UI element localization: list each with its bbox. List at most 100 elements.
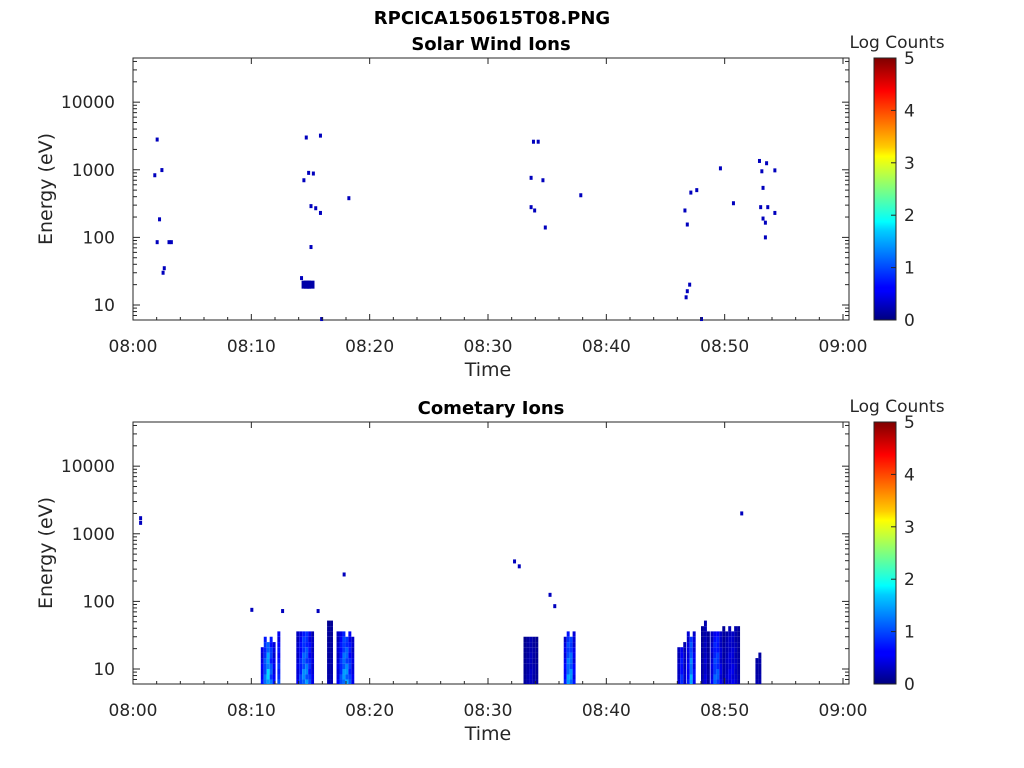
burst-cell xyxy=(692,631,696,637)
burst-cell xyxy=(725,679,729,684)
data-point xyxy=(311,171,315,176)
burst-cell xyxy=(272,652,276,659)
burst-cell xyxy=(339,663,343,670)
burst-cell xyxy=(342,636,346,643)
burst-cell xyxy=(706,652,710,659)
burst-cell xyxy=(339,674,343,680)
burst-cell xyxy=(728,647,732,653)
burst-cell xyxy=(260,679,264,684)
burst-cell xyxy=(535,669,539,675)
burst-cell xyxy=(299,658,303,664)
burst-cell xyxy=(728,658,732,664)
burst-cell xyxy=(692,642,696,648)
colorbar-tick-label: 0 xyxy=(904,675,915,695)
burst-cell xyxy=(302,652,306,659)
burst-cell xyxy=(758,674,762,680)
burst-cell xyxy=(345,647,349,653)
burst-cell xyxy=(569,663,573,670)
burst-cell xyxy=(686,658,690,664)
burst-cell xyxy=(348,636,352,643)
burst-cell xyxy=(351,663,355,670)
data-point xyxy=(773,210,777,215)
burst-cell xyxy=(572,636,576,643)
burst-cell xyxy=(339,652,343,659)
burst-cell xyxy=(563,669,567,675)
burst-cell xyxy=(277,647,281,653)
colorbar: Log Counts 0 1 2 3 4 5 xyxy=(849,397,944,695)
data-point xyxy=(553,604,557,609)
burst-cell xyxy=(734,626,738,632)
burst-cell xyxy=(272,642,276,648)
data-point xyxy=(760,169,764,174)
x-tick-label: 08:40 xyxy=(582,701,631,721)
burst-cell xyxy=(683,642,687,648)
burst-cell xyxy=(311,647,315,653)
burst-cell xyxy=(263,669,267,675)
burst-cell xyxy=(342,669,346,675)
burst-cell xyxy=(572,663,576,670)
data-point xyxy=(517,564,521,569)
burst-cell xyxy=(260,658,264,664)
burst-cell xyxy=(308,631,312,637)
burst-cell xyxy=(305,652,309,659)
burst-cell xyxy=(710,663,714,670)
burst-cell xyxy=(758,679,762,684)
data-point xyxy=(155,137,159,142)
burst-cell xyxy=(566,642,570,648)
burst-cell xyxy=(330,626,333,632)
burst-cell xyxy=(308,674,312,680)
burst-cell xyxy=(272,669,276,675)
burst-cell xyxy=(263,674,267,680)
data-point xyxy=(757,158,761,163)
burst-cell xyxy=(269,679,273,684)
burst-cell xyxy=(686,631,690,637)
burst-cell xyxy=(731,636,735,643)
burst-cell xyxy=(299,669,303,675)
burst-4 xyxy=(336,631,355,684)
data-point xyxy=(158,217,162,222)
burst-cell xyxy=(701,679,704,684)
burst-cell xyxy=(311,652,315,659)
burst-cell xyxy=(296,679,300,684)
burst-cell xyxy=(722,669,726,675)
burst-cell xyxy=(311,679,315,684)
burst-cell xyxy=(728,636,732,643)
burst-cell xyxy=(563,636,567,643)
burst-cell xyxy=(731,669,735,675)
burst-cell xyxy=(263,658,267,664)
burst-cell xyxy=(526,636,530,643)
burst-cell xyxy=(680,663,684,670)
burst-cell xyxy=(689,674,693,680)
burst-cell xyxy=(336,669,340,675)
burst-cell xyxy=(532,652,536,659)
burst-cell xyxy=(523,658,527,664)
burst-cell xyxy=(737,669,741,675)
burst-cell xyxy=(526,647,530,653)
burst-cell xyxy=(535,647,539,653)
data-point xyxy=(763,220,767,225)
burst-cell xyxy=(703,626,707,632)
burst-cell xyxy=(572,647,576,653)
burst-cell xyxy=(689,647,693,653)
data-point xyxy=(309,245,313,250)
burst-cell xyxy=(758,663,762,670)
burst-cell xyxy=(569,679,573,684)
colorbar: Log Counts 0 1 2 3 4 5 xyxy=(849,33,944,331)
burst-cell xyxy=(263,642,267,648)
burst-cell xyxy=(731,663,735,670)
burst-cell xyxy=(701,669,704,675)
burst-cell xyxy=(725,663,729,670)
burst-cell xyxy=(339,679,343,684)
data-point xyxy=(316,609,320,614)
burst-cell xyxy=(342,679,346,684)
burst-cell xyxy=(299,674,303,680)
burst-cell xyxy=(722,636,726,643)
burst-cell xyxy=(755,669,759,675)
burst-cell xyxy=(272,658,276,664)
burst-cell xyxy=(680,652,684,659)
burst-cell xyxy=(680,647,684,653)
burst-cell xyxy=(305,636,309,643)
burst-cell xyxy=(339,642,343,648)
burst-cell xyxy=(305,669,309,675)
burst-cell xyxy=(535,642,539,648)
